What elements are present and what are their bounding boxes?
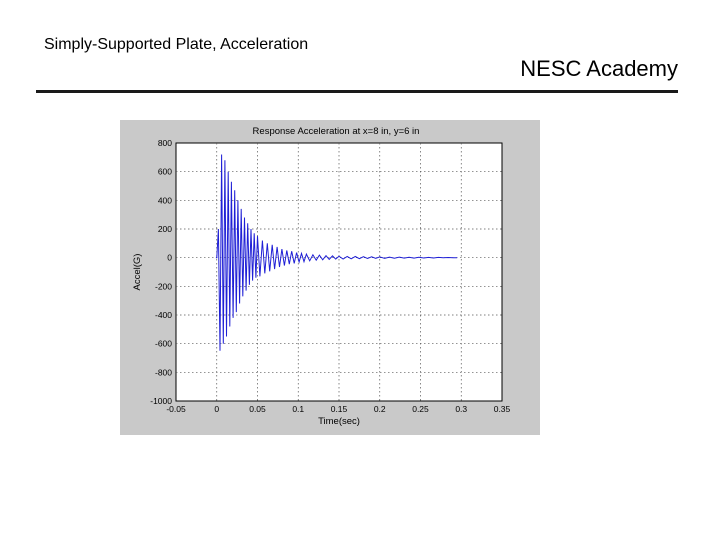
y-tick-label: 400 <box>158 195 172 205</box>
x-tick-label: 0.25 <box>412 404 429 414</box>
y-tick-label: -400 <box>155 310 172 320</box>
title-divider <box>36 90 678 93</box>
x-tick-label: 0 <box>214 404 219 414</box>
x-tick-label: -0.05 <box>166 404 186 414</box>
chart-title: Response Acceleration at x=8 in, y=6 in <box>253 126 420 137</box>
x-axis-label: Time(sec) <box>318 416 360 427</box>
y-tick-label: -1000 <box>150 396 172 406</box>
x-tick-label: 0.15 <box>331 404 348 414</box>
y-tick-label: 800 <box>158 138 172 148</box>
y-tick-label: -600 <box>155 339 172 349</box>
x-tick-label: 0.3 <box>455 404 467 414</box>
y-tick-label: -200 <box>155 281 172 291</box>
chart-panel: Response Acceleration at x=8 in, y=6 in … <box>120 120 540 435</box>
y-tick-label: 200 <box>158 224 172 234</box>
grid-lines <box>176 143 502 401</box>
series-layer <box>215 154 458 351</box>
x-tick-label: 0.35 <box>494 404 511 414</box>
x-tick-label: 0.05 <box>249 404 266 414</box>
brand-name: NESC Academy <box>520 56 678 81</box>
x-tick-label: 0.1 <box>292 404 304 414</box>
chart-svg: Response Acceleration at x=8 in, y=6 in … <box>132 126 511 427</box>
x-tick-label: 0.2 <box>374 404 386 414</box>
slide-title: Simply-Supported Plate, Acceleration <box>44 36 309 53</box>
series-line <box>215 154 458 351</box>
y-tick-label: -800 <box>155 367 172 377</box>
y-axis-label: Accel(G) <box>132 254 143 291</box>
y-tick-label: 600 <box>158 167 172 177</box>
tick-labels: -0.05 0 0.05 0.1 0.15 0.2 0.25 0.3 0.35 800 600 400… <box>150 138 510 414</box>
y-tick-label: 0 <box>167 253 172 263</box>
